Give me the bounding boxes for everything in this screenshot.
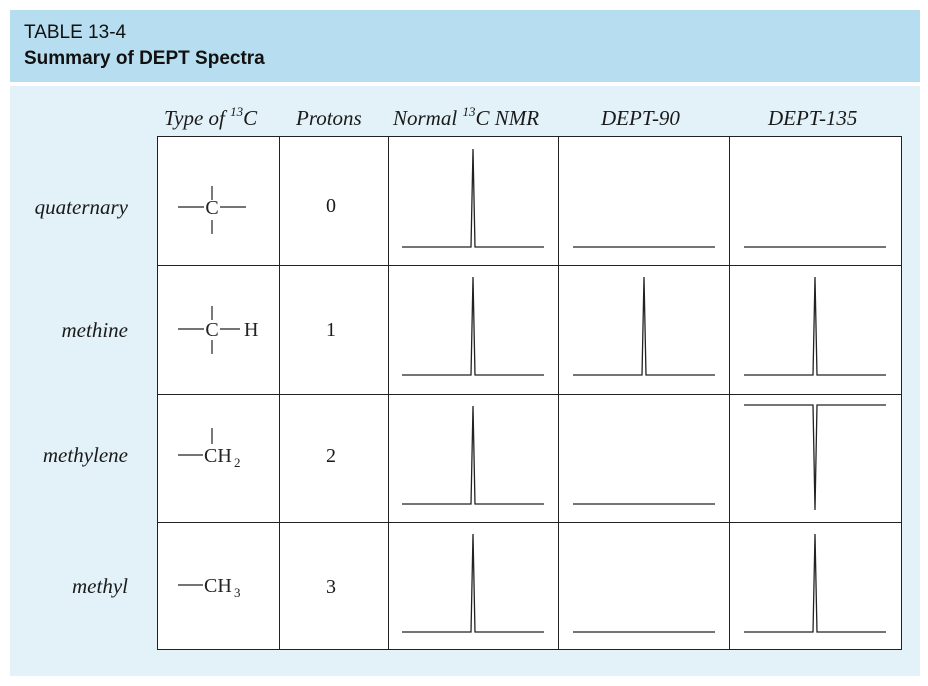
atom-label: C (205, 319, 218, 341)
peak (402, 533, 544, 633)
col-header-normal-13c: Normal 13C NMR (393, 104, 540, 130)
grid-divider (729, 137, 730, 649)
row-label-methyl: methyl (72, 574, 128, 598)
peak (402, 405, 544, 505)
inverted-peak (744, 404, 886, 511)
row-label-methine: methine (61, 318, 128, 342)
atom-subscript: 2 (234, 455, 241, 470)
atom-label: CH (204, 445, 232, 467)
col-header-type: Type of 13C (164, 104, 258, 130)
atom-label: H (244, 319, 258, 341)
structure-methylene-carbon: CH 2 (170, 424, 280, 484)
proton-count: 0 (326, 195, 336, 217)
atom-label: CH (204, 575, 232, 597)
peak (402, 276, 544, 376)
structure-quaternary-carbon: C (170, 180, 260, 240)
proton-count: 3 (326, 576, 336, 598)
structure-methine-carbon: C H (170, 300, 280, 362)
spectrum-dept135-methine (744, 265, 886, 393)
peak (744, 276, 886, 376)
atom-label: C (205, 197, 218, 219)
structure-methyl-carbon: CH 3 (170, 558, 280, 608)
spectrum-dept135-methylene (744, 394, 886, 522)
row-label-quaternary: quaternary (34, 195, 128, 219)
col-header-dept-135: DEPT-135 (768, 106, 858, 130)
proton-count: 2 (326, 445, 336, 467)
table-number: TABLE 13-4 (24, 22, 127, 43)
grid-divider (279, 137, 280, 649)
grid-divider (158, 394, 901, 395)
peak (573, 276, 715, 376)
row-label-methylene: methylene (42, 443, 128, 467)
col-header-protons: Protons (296, 106, 362, 130)
col-header-dept-90: DEPT-90 (601, 106, 680, 130)
grid-divider (158, 522, 901, 523)
spectrum-normal-methylene (402, 394, 544, 522)
spectrum-normal-methyl (402, 522, 544, 650)
proton-count: 1 (326, 319, 336, 341)
spectrum-dept135-quaternary (744, 137, 886, 265)
grid-divider (388, 137, 389, 649)
grid-divider (558, 137, 559, 649)
spectrum-dept90-methylene (573, 394, 715, 522)
spectrum-dept90-methyl (573, 522, 715, 650)
spectrum-normal-quaternary (402, 137, 544, 265)
spectrum-dept90-quaternary (573, 137, 715, 265)
spectrum-dept90-methine (573, 265, 715, 393)
atom-subscript: 3 (234, 585, 241, 600)
table-header-band: TABLE 13-4 Summary of DEPT Spectra (10, 10, 920, 82)
grid-divider (158, 265, 901, 266)
spectrum-normal-methine (402, 265, 544, 393)
peak (402, 148, 544, 248)
peak (744, 533, 886, 633)
spectrum-dept135-methyl (744, 522, 886, 650)
dept-summary-grid (157, 136, 902, 650)
table-caption: Summary of DEPT Spectra (24, 48, 265, 69)
